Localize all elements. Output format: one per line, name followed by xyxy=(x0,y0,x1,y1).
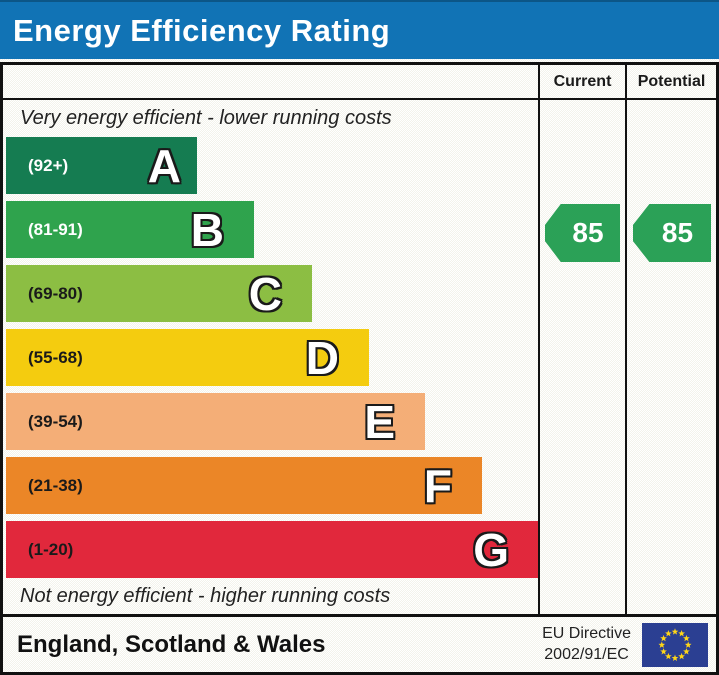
region-label: England, Scotland & Wales xyxy=(17,630,326,658)
eu-flag-icon xyxy=(642,622,708,667)
band-bar-f: (21-38) F xyxy=(6,457,482,514)
band-bar-g: (1-20) G xyxy=(6,521,539,578)
rating-table: Current Potential Very energy efficient … xyxy=(0,62,719,617)
band-range-label: (39-54) xyxy=(28,411,83,431)
eu-directive-text: EU Directive 2002/91/EC xyxy=(542,624,631,666)
band-letter: C xyxy=(248,267,282,320)
band-letter: E xyxy=(364,395,395,448)
potential-rating-column: 85 xyxy=(625,100,716,614)
band-letter: F xyxy=(423,459,452,512)
bands-column: Very energy efficient - lower running co… xyxy=(3,100,539,614)
band-bar-a: (92+) A xyxy=(6,137,197,194)
potential-rating-arrow: 85 xyxy=(633,204,711,262)
table-header-row: Current Potential xyxy=(3,65,716,100)
band-letter: A xyxy=(147,139,181,192)
page-title: Energy Efficiency Rating xyxy=(13,12,391,48)
bottom-caption: Not energy efficient - higher running co… xyxy=(20,584,391,607)
band-range-label: (1-20) xyxy=(28,539,74,559)
band-range-label: (55-68) xyxy=(28,347,83,367)
current-column-header: Current xyxy=(538,65,625,98)
eu-directive-line1: EU Directive xyxy=(542,624,631,642)
band-range-label: (81-91) xyxy=(28,219,83,239)
potential-column-header: Potential xyxy=(625,65,716,98)
band-bar-b: (81-91) B xyxy=(6,201,254,258)
band-bar-d: (55-68) D xyxy=(6,329,369,386)
band-bar-e: (39-54) E xyxy=(6,393,425,450)
band-range-label: (69-80) xyxy=(28,283,83,303)
top-caption: Very energy efficient - lower running co… xyxy=(20,107,392,129)
band-range-label: (92+) xyxy=(28,155,69,175)
band-list: (92+) A (81-91) B (69-80) C (55-68) D xyxy=(3,137,539,578)
header-spacer xyxy=(3,65,538,98)
band-range-label: (21-38) xyxy=(28,475,83,495)
potential-rating-value: 85 xyxy=(661,217,694,248)
title-bar: Energy Efficiency Rating xyxy=(0,0,719,59)
band-letter: B xyxy=(190,203,224,256)
current-rating-arrow: 85 xyxy=(545,204,620,262)
table-body: Very energy efficient - lower running co… xyxy=(3,100,716,614)
eu-directive-line2: 2002/91/EC xyxy=(544,645,629,663)
current-rating-column: 85 xyxy=(538,100,625,614)
current-rating-value: 85 xyxy=(572,217,604,248)
band-letter: D xyxy=(305,331,339,384)
band-bar-c: (69-80) C xyxy=(6,265,312,322)
footer-bar: England, Scotland & Wales EU Directive 2… xyxy=(0,617,719,675)
band-letter: G xyxy=(473,523,509,576)
